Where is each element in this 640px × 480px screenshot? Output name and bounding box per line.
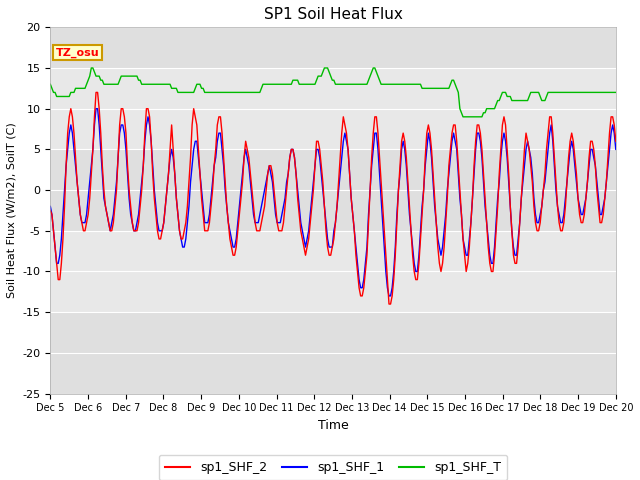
sp1_SHF_T	[584, 90, 591, 96]
Text: TZ_osu: TZ_osu	[56, 48, 100, 58]
sp1_SHF_2	[216, 114, 224, 120]
sp1_SHF_T	[47, 82, 54, 87]
sp1_SHF_2	[47, 207, 54, 213]
sp1_SHF_T	[245, 90, 253, 96]
sp1_SHF_T	[296, 82, 303, 87]
sp1_SHF_1	[47, 204, 54, 209]
Bar	[51, 312, 616, 394]
sp1_SHF_1	[296, 204, 303, 209]
sp1_SHF_2	[245, 155, 253, 160]
sp1_SHF_2	[117, 106, 125, 111]
Bar	[51, 149, 616, 231]
sp1_SHF_2	[296, 212, 303, 217]
sp1_SHF_2	[612, 138, 620, 144]
sp1_SHF_1	[385, 293, 393, 299]
sp1_SHF_T	[117, 73, 125, 79]
Line: sp1_SHF_2: sp1_SHF_2	[51, 93, 616, 304]
sp1_SHF_T	[216, 90, 224, 96]
sp1_SHF_T	[612, 90, 620, 96]
Line: sp1_SHF_T: sp1_SHF_T	[51, 68, 616, 117]
sp1_SHF_1	[245, 163, 253, 168]
Bar	[51, 27, 616, 68]
sp1_SHF_1	[216, 130, 224, 136]
Y-axis label: Soil Heat Flux (W/m2), SoilT (C): Soil Heat Flux (W/m2), SoilT (C)	[7, 122, 17, 298]
X-axis label: Time: Time	[317, 419, 348, 432]
sp1_SHF_2	[92, 90, 100, 96]
sp1_SHF_2	[236, 212, 243, 217]
sp1_SHF_1	[92, 106, 100, 111]
sp1_SHF_1	[612, 146, 620, 152]
sp1_SHF_2	[584, 179, 591, 185]
sp1_SHF_T	[459, 114, 467, 120]
Legend: sp1_SHF_2, sp1_SHF_1, sp1_SHF_T: sp1_SHF_2, sp1_SHF_1, sp1_SHF_T	[159, 455, 508, 480]
Title: SP1 Soil Heat Flux: SP1 Soil Heat Flux	[264, 7, 403, 22]
sp1_SHF_T	[88, 65, 95, 71]
Line: sp1_SHF_1: sp1_SHF_1	[51, 108, 616, 296]
sp1_SHF_T	[236, 90, 243, 96]
sp1_SHF_1	[584, 179, 591, 185]
sp1_SHF_1	[117, 122, 125, 128]
sp1_SHF_2	[385, 301, 393, 307]
sp1_SHF_1	[236, 204, 243, 209]
